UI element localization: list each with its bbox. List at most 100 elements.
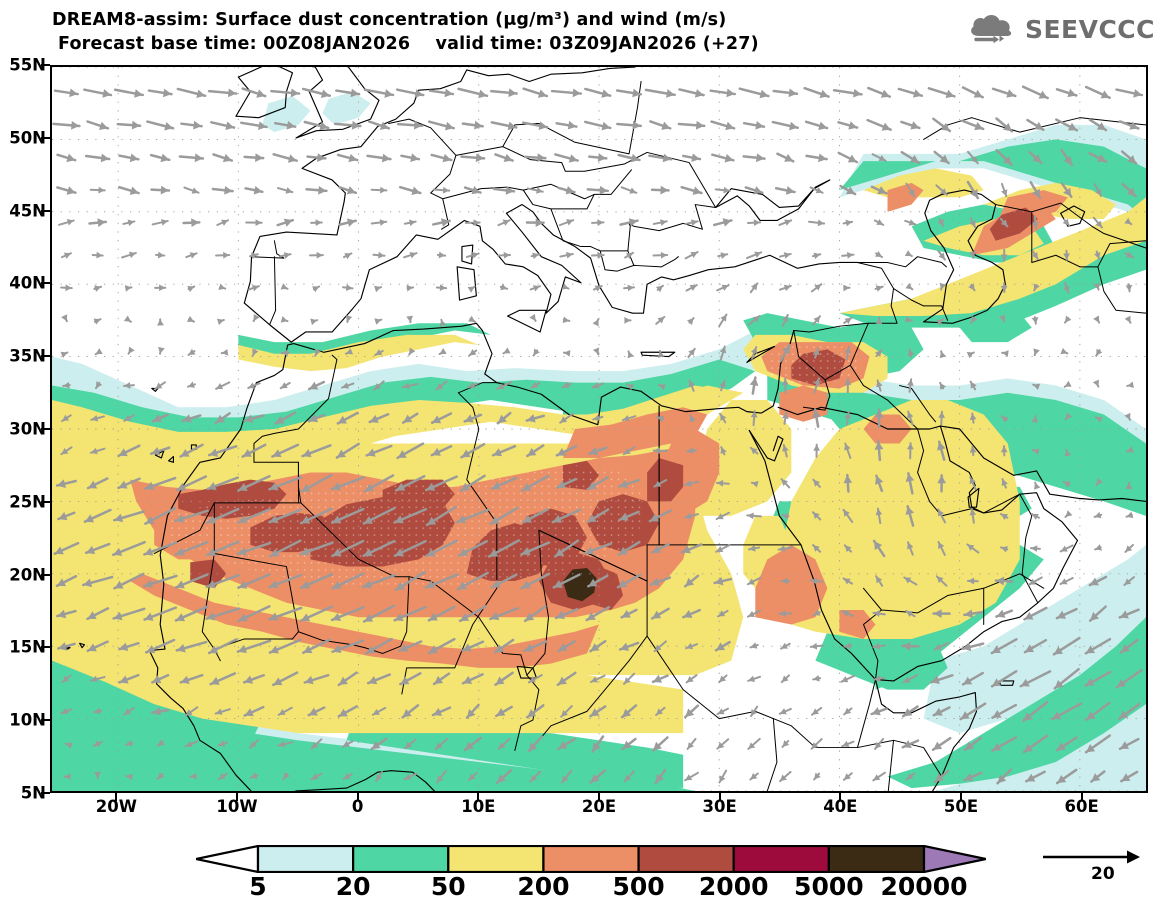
- wind-vector-arrow: [804, 120, 829, 130]
- colorbar-under-arrow[interactable]: [196, 845, 260, 873]
- wind-vector-arrow: [212, 153, 234, 163]
- wind-vector-arrow: [249, 252, 259, 260]
- wind-vector-arrow: [86, 120, 110, 130]
- colorbar-band[interactable]: [637, 845, 735, 873]
- wind-vector-arrow: [1125, 481, 1133, 490]
- wind-vector-arrow: [457, 87, 489, 99]
- wind-vector-arrow: [57, 511, 76, 521]
- wind-vector-arrow: [58, 218, 75, 226]
- wind-vector-arrow: [185, 252, 198, 259]
- wind-vector-arrow: [334, 120, 362, 130]
- x-axis-tick: [356, 793, 359, 801]
- wind-vector-arrow: [1023, 638, 1048, 654]
- wind-vector-arrow: [999, 513, 1009, 520]
- wind-vector-arrow: [270, 88, 301, 98]
- wind-vector-arrow: [490, 573, 518, 589]
- wind-vector-arrow: [64, 742, 73, 749]
- wind-vector-arrow: [365, 637, 393, 655]
- colorbar-tick-labels: 5 20 50 200 500 2000 5000 20000: [196, 872, 986, 904]
- country-border: [388, 118, 457, 230]
- wind-vector-arrow: [53, 88, 79, 98]
- wind-vector-arrow: [307, 706, 326, 717]
- country-border: [893, 288, 925, 307]
- wind-vector-arrow: [778, 707, 792, 715]
- wind-vector-arrow: [274, 121, 297, 130]
- y-axis-tick: [41, 64, 50, 66]
- wind-vector-arrow: [276, 187, 294, 194]
- wind-vector-arrow: [624, 251, 634, 259]
- wind-vector-arrow: [1033, 283, 1040, 292]
- wind-vector-arrow: [211, 185, 234, 195]
- country-border: [627, 222, 703, 252]
- wind-vector-arrow: [401, 704, 420, 719]
- wind-vector-arrow: [401, 382, 419, 390]
- wind-vector-arrow: [592, 285, 603, 292]
- map-plot-area[interactable]: [50, 65, 1148, 793]
- wind-vector-arrow: [1060, 148, 1074, 167]
- wind-vector-arrow: [187, 285, 196, 293]
- wind-vector-arrow: [427, 120, 455, 131]
- colorbar-band[interactable]: [542, 845, 640, 873]
- wind-vector-arrow: [719, 412, 727, 424]
- wind-vector-arrow: [966, 351, 975, 359]
- wind-vector-arrow: [299, 507, 334, 525]
- wind-vector-arrow: [207, 88, 238, 98]
- y-axis-label: 45N: [9, 201, 46, 221]
- wind-vector-arrow: [1118, 608, 1140, 619]
- wind-vector-arrow: [205, 507, 240, 525]
- wind-vector-arrow: [490, 88, 518, 98]
- coastline: [874, 678, 978, 791]
- wind-vector-arrow: [393, 508, 428, 524]
- wind-vector-arrow: [837, 151, 859, 164]
- wind-vector-arrow: [713, 576, 733, 586]
- wind-vector-arrow: [1000, 415, 1009, 423]
- wind-vector-arrow: [210, 121, 236, 131]
- wind-vector-arrow: [154, 381, 166, 390]
- wind-vector-arrow: [1055, 88, 1078, 98]
- wind-vector-arrow: [491, 444, 517, 457]
- wind-vector-arrow: [810, 738, 823, 750]
- wind-vector-arrow: [343, 252, 353, 260]
- wind-vector-arrow: [589, 639, 607, 653]
- wind-vector-arrow: [652, 251, 669, 259]
- wind-vector-arrow: [617, 540, 641, 557]
- wind-vector-arrow: [812, 478, 821, 488]
- colorbar[interactable]: [196, 845, 986, 873]
- wind-vector-arrow: [684, 219, 699, 226]
- y-axis-label: 15N: [9, 637, 46, 657]
- wind-vector-arrow: [306, 153, 327, 162]
- wind-vector-arrow: [497, 251, 512, 259]
- cloud-wind-icon: [971, 15, 1012, 44]
- wind-vector-arrow: [995, 609, 1014, 618]
- colorbar-over-arrow[interactable]: [922, 845, 986, 873]
- wind-vector-arrow: [464, 219, 481, 227]
- wind-vector-arrow: [813, 377, 821, 394]
- page-title: DREAM8-assim: Surface dust concentration…: [52, 10, 727, 30]
- wind-vector-arrow: [56, 186, 77, 195]
- wind-vector-arrow: [935, 184, 948, 196]
- wind-vector-arrow: [683, 480, 700, 487]
- wind-vector-arrow: [178, 153, 205, 163]
- wind-vector-arrow: [874, 737, 885, 750]
- colorbar-band[interactable]: [827, 845, 926, 873]
- wind-vector-arrow: [1031, 316, 1039, 325]
- wind-vector-arrow: [489, 506, 519, 526]
- wind-vector-arrow: [1022, 700, 1049, 723]
- colorbar-band[interactable]: [447, 845, 545, 873]
- y-axis-label: 55N: [9, 55, 46, 75]
- colorbar-band[interactable]: [732, 845, 830, 873]
- wind-vector-arrow: [781, 411, 789, 425]
- wind-vector-arrow: [1118, 120, 1140, 130]
- wind-vector-arrow: [1001, 478, 1008, 489]
- colorbar-band[interactable]: [256, 845, 355, 873]
- y-axis-label: 20N: [9, 565, 46, 585]
- colorbar-band[interactable]: [352, 845, 450, 873]
- wind-vector-arrow: [247, 382, 261, 389]
- wind-vector-arrow: [937, 249, 946, 261]
- wind-vector-arrow: [424, 475, 458, 492]
- wind-vector-arrow: [559, 251, 574, 259]
- wind-key-label: 20: [1091, 864, 1115, 884]
- wind-vector-arrow: [520, 572, 551, 590]
- wind-vector-arrow: [277, 740, 294, 748]
- country-border: [849, 364, 931, 430]
